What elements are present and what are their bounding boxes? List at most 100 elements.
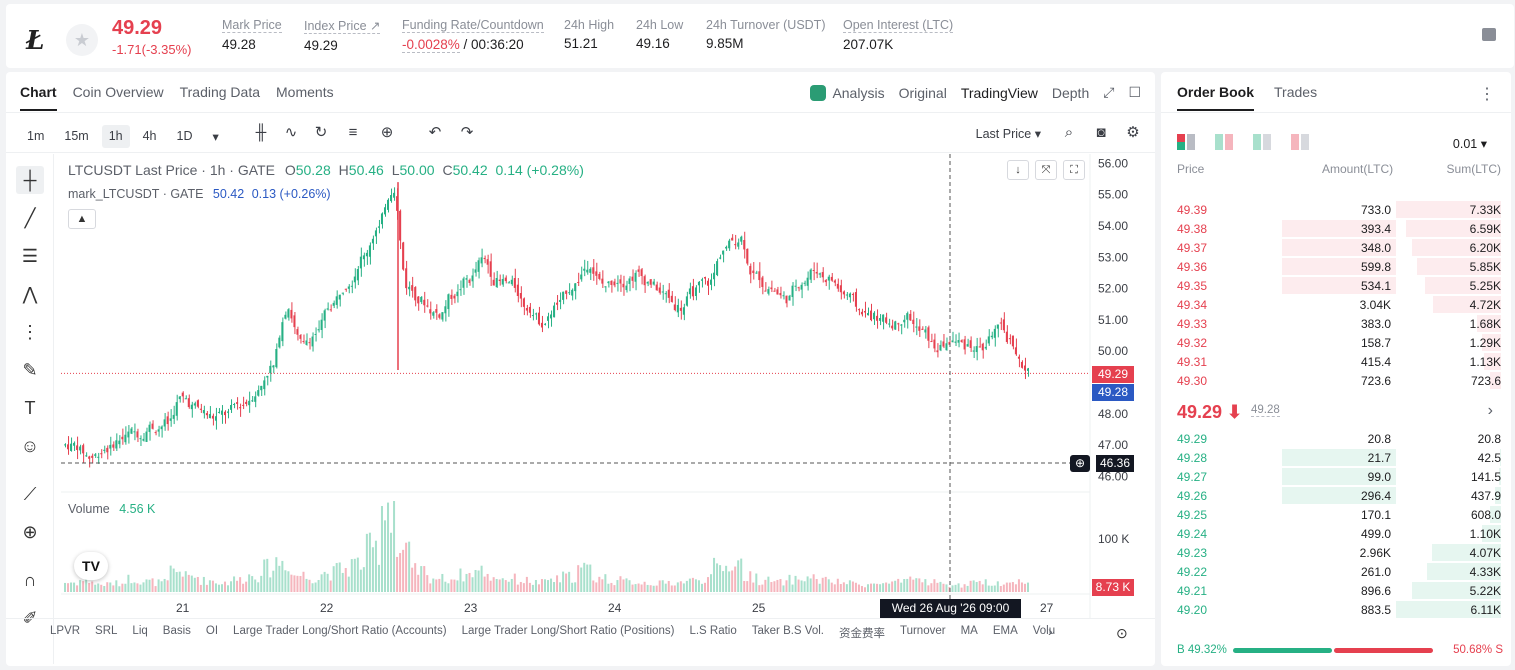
interval-15m[interactable]: 15m	[64, 129, 89, 143]
orderbook-row[interactable]: 49.28 21.7 42.5	[1161, 448, 1511, 467]
sell-ratio: 50.68% S	[1453, 644, 1503, 656]
settings-circle-icon[interactable]: ⊙	[1116, 625, 1128, 641]
collapse-legend-button[interactable]: ▲	[68, 209, 96, 229]
row-price: 49.27	[1177, 470, 1208, 484]
interval-1d[interactable]: 1D	[176, 129, 193, 143]
candle-body	[417, 296, 420, 304]
orderbook-row[interactable]: 49.27 99.0 141.5	[1161, 467, 1511, 486]
indicator-item[interactable]: OI	[205, 625, 219, 637]
pattern-icon[interactable]: ⋀	[22, 284, 38, 304]
orderbook-row[interactable]: 49.22 261.0 4.33K	[1161, 562, 1511, 581]
indicator-item[interactable]: MA	[960, 625, 978, 637]
tab-chart[interactable]: Chart	[20, 84, 57, 111]
indicator-item[interactable]: Large Trader Long/Short Ratio (Accounts)	[233, 625, 447, 637]
indicator-item[interactable]: Turnover	[899, 625, 946, 637]
orderbook-row[interactable]: 49.26 296.4 437.9	[1161, 486, 1511, 505]
tab-trading-data[interactable]: Trading Data	[179, 84, 261, 100]
view-original[interactable]: Original	[898, 84, 947, 101]
orderbook-row[interactable]: 49.21 896.6 5.22K	[1161, 581, 1511, 600]
precision-select[interactable]: 0.01 ▾	[1452, 137, 1487, 151]
gear-icon[interactable]: ⚙	[1126, 124, 1140, 141]
orderbook-row[interactable]: 49.37 348.0 6.20K	[1161, 238, 1511, 257]
indicator-item[interactable]: L.S Ratio	[689, 625, 737, 637]
candle-type-icon[interactable]: ╫	[255, 124, 267, 141]
more-options-icon[interactable]: ⋮	[1479, 86, 1495, 103]
indicator-item[interactable]: EMA	[992, 625, 1018, 637]
brush-icon[interactable]: ✎	[22, 360, 38, 380]
view-bids-icon[interactable]	[1253, 134, 1273, 150]
horizontal-lines-icon[interactable]: ☰	[21, 246, 39, 266]
orderbook-row[interactable]: 49.23 2.96K 4.07K	[1161, 543, 1511, 562]
indicator-item[interactable]: Volu	[1032, 625, 1056, 637]
chevron-right-icon[interactable]: ›	[1487, 402, 1493, 419]
fit-icon[interactable]: ⤧	[1035, 160, 1057, 180]
fib-icon[interactable]: ⋮	[21, 322, 39, 342]
expand-icon[interactable]: ⤢	[1103, 84, 1115, 100]
redo-icon[interactable]: ↷	[460, 124, 474, 141]
view-both-icon[interactable]	[1177, 134, 1197, 150]
orderbook-row[interactable]: 49.36 599.8 5.85K	[1161, 257, 1511, 276]
reset-icon[interactable]: ↻	[314, 124, 328, 141]
window-icon[interactable]: ☐	[1128, 84, 1141, 100]
interval-1m[interactable]: 1m	[27, 129, 45, 143]
search-icon[interactable]: ⌕	[1064, 124, 1074, 141]
emoji-icon[interactable]: ☺	[20, 436, 40, 456]
orderbook-row[interactable]: 49.25 170.1 608.0	[1161, 505, 1511, 524]
tradingview-logo[interactable]: TV	[74, 552, 108, 580]
orderbook-row[interactable]: 49.35 534.1 5.25K	[1161, 276, 1511, 295]
orderbook-row[interactable]: 49.32 158.7 1.29K	[1161, 333, 1511, 352]
interval-4h[interactable]: 4h	[142, 129, 157, 143]
analysis-button[interactable]: Analysis	[810, 84, 885, 101]
trend-line-icon[interactable]: ╱	[24, 208, 36, 228]
orderbook-row[interactable]: 49.39 733.0 7.33K	[1161, 200, 1511, 219]
scroll-down-icon[interactable]: ↓	[1007, 160, 1029, 180]
crosshair-icon[interactable]: ┼	[16, 166, 44, 194]
indicator-item[interactable]: 资金费率	[838, 628, 885, 640]
volume-bar	[85, 578, 88, 592]
orderbook-row[interactable]: 49.34 3.04K 4.72K	[1161, 295, 1511, 314]
tab-order-book[interactable]: Order Book	[1177, 84, 1255, 111]
orderbook-row[interactable]: 49.33 383.0 1.68K	[1161, 314, 1511, 333]
indicator-item[interactable]: Large Trader Long/Short Ratio (Positions…	[461, 625, 675, 637]
tab-trades[interactable]: Trades	[1274, 84, 1318, 100]
price-chart[interactable]: 56.00 55.00 54.00 53.00 52.00 51.00 50.00 48.00…	[6, 72, 1155, 618]
orderbook-row[interactable]: 49.30 723.6 723.6	[1161, 371, 1511, 390]
view-depth[interactable]: Depth	[1051, 84, 1090, 101]
indicator-item[interactable]: LPVR	[50, 625, 81, 637]
indicator-item[interactable]: Taker B.S Vol.	[751, 625, 824, 637]
chevron-right-icon[interactable]: ›	[1048, 623, 1053, 639]
ruler-icon[interactable]: ⟋	[23, 484, 37, 504]
candle-body	[945, 343, 948, 351]
orderbook-row[interactable]: 49.38 393.4 6.59K	[1161, 219, 1511, 238]
indicator-item[interactable]: Liq	[132, 625, 148, 637]
fullscreen-icon[interactable]: ⛶	[1063, 160, 1085, 180]
volume-bar	[287, 571, 290, 592]
favorite-star-icon[interactable]: ★	[66, 24, 98, 56]
interval-dropdown-icon[interactable]: ▾	[212, 130, 219, 144]
text-icon[interactable]: T	[24, 398, 36, 418]
view-split-icon[interactable]	[1215, 134, 1235, 150]
settings-list-icon[interactable]: ≡	[348, 124, 358, 141]
orderbook-row[interactable]: 49.20 883.5 6.11K	[1161, 600, 1511, 619]
indicator-item[interactable]: Basis	[162, 625, 191, 637]
orderbook-row[interactable]: 49.29 20.8 20.8	[1161, 429, 1511, 448]
indicator-item[interactable]: SRL	[95, 625, 118, 637]
camera-icon[interactable]: ◙	[1096, 124, 1106, 141]
orderbook-row[interactable]: 49.31 415.4 1.13K	[1161, 352, 1511, 371]
add-alert-icon[interactable]: ⊕	[1070, 455, 1090, 472]
zoom-in-icon[interactable]: ⊕	[22, 522, 38, 542]
stat-index-price[interactable]: Index Price ↗ 49.29	[304, 18, 381, 53]
undo-icon[interactable]: ↶	[428, 124, 442, 141]
tab-coin-overview[interactable]: Coin Overview	[72, 84, 164, 100]
orderbook-row[interactable]: 49.24 499.0 1.10K	[1161, 524, 1511, 543]
magnet-icon[interactable]: ∩	[23, 570, 37, 590]
view-tradingview[interactable]: TradingView	[960, 84, 1038, 101]
volume-bar	[266, 558, 269, 592]
indicators-icon[interactable]: ∿	[284, 124, 298, 141]
view-asks-icon[interactable]	[1291, 134, 1311, 150]
add-icon[interactable]: ⊕	[380, 124, 394, 141]
price-type-select[interactable]: Last Price ▾	[975, 127, 1041, 141]
tab-moments[interactable]: Moments	[276, 84, 334, 100]
interval-1h[interactable]: 1h	[101, 125, 130, 148]
book-icon[interactable]	[1482, 28, 1496, 41]
